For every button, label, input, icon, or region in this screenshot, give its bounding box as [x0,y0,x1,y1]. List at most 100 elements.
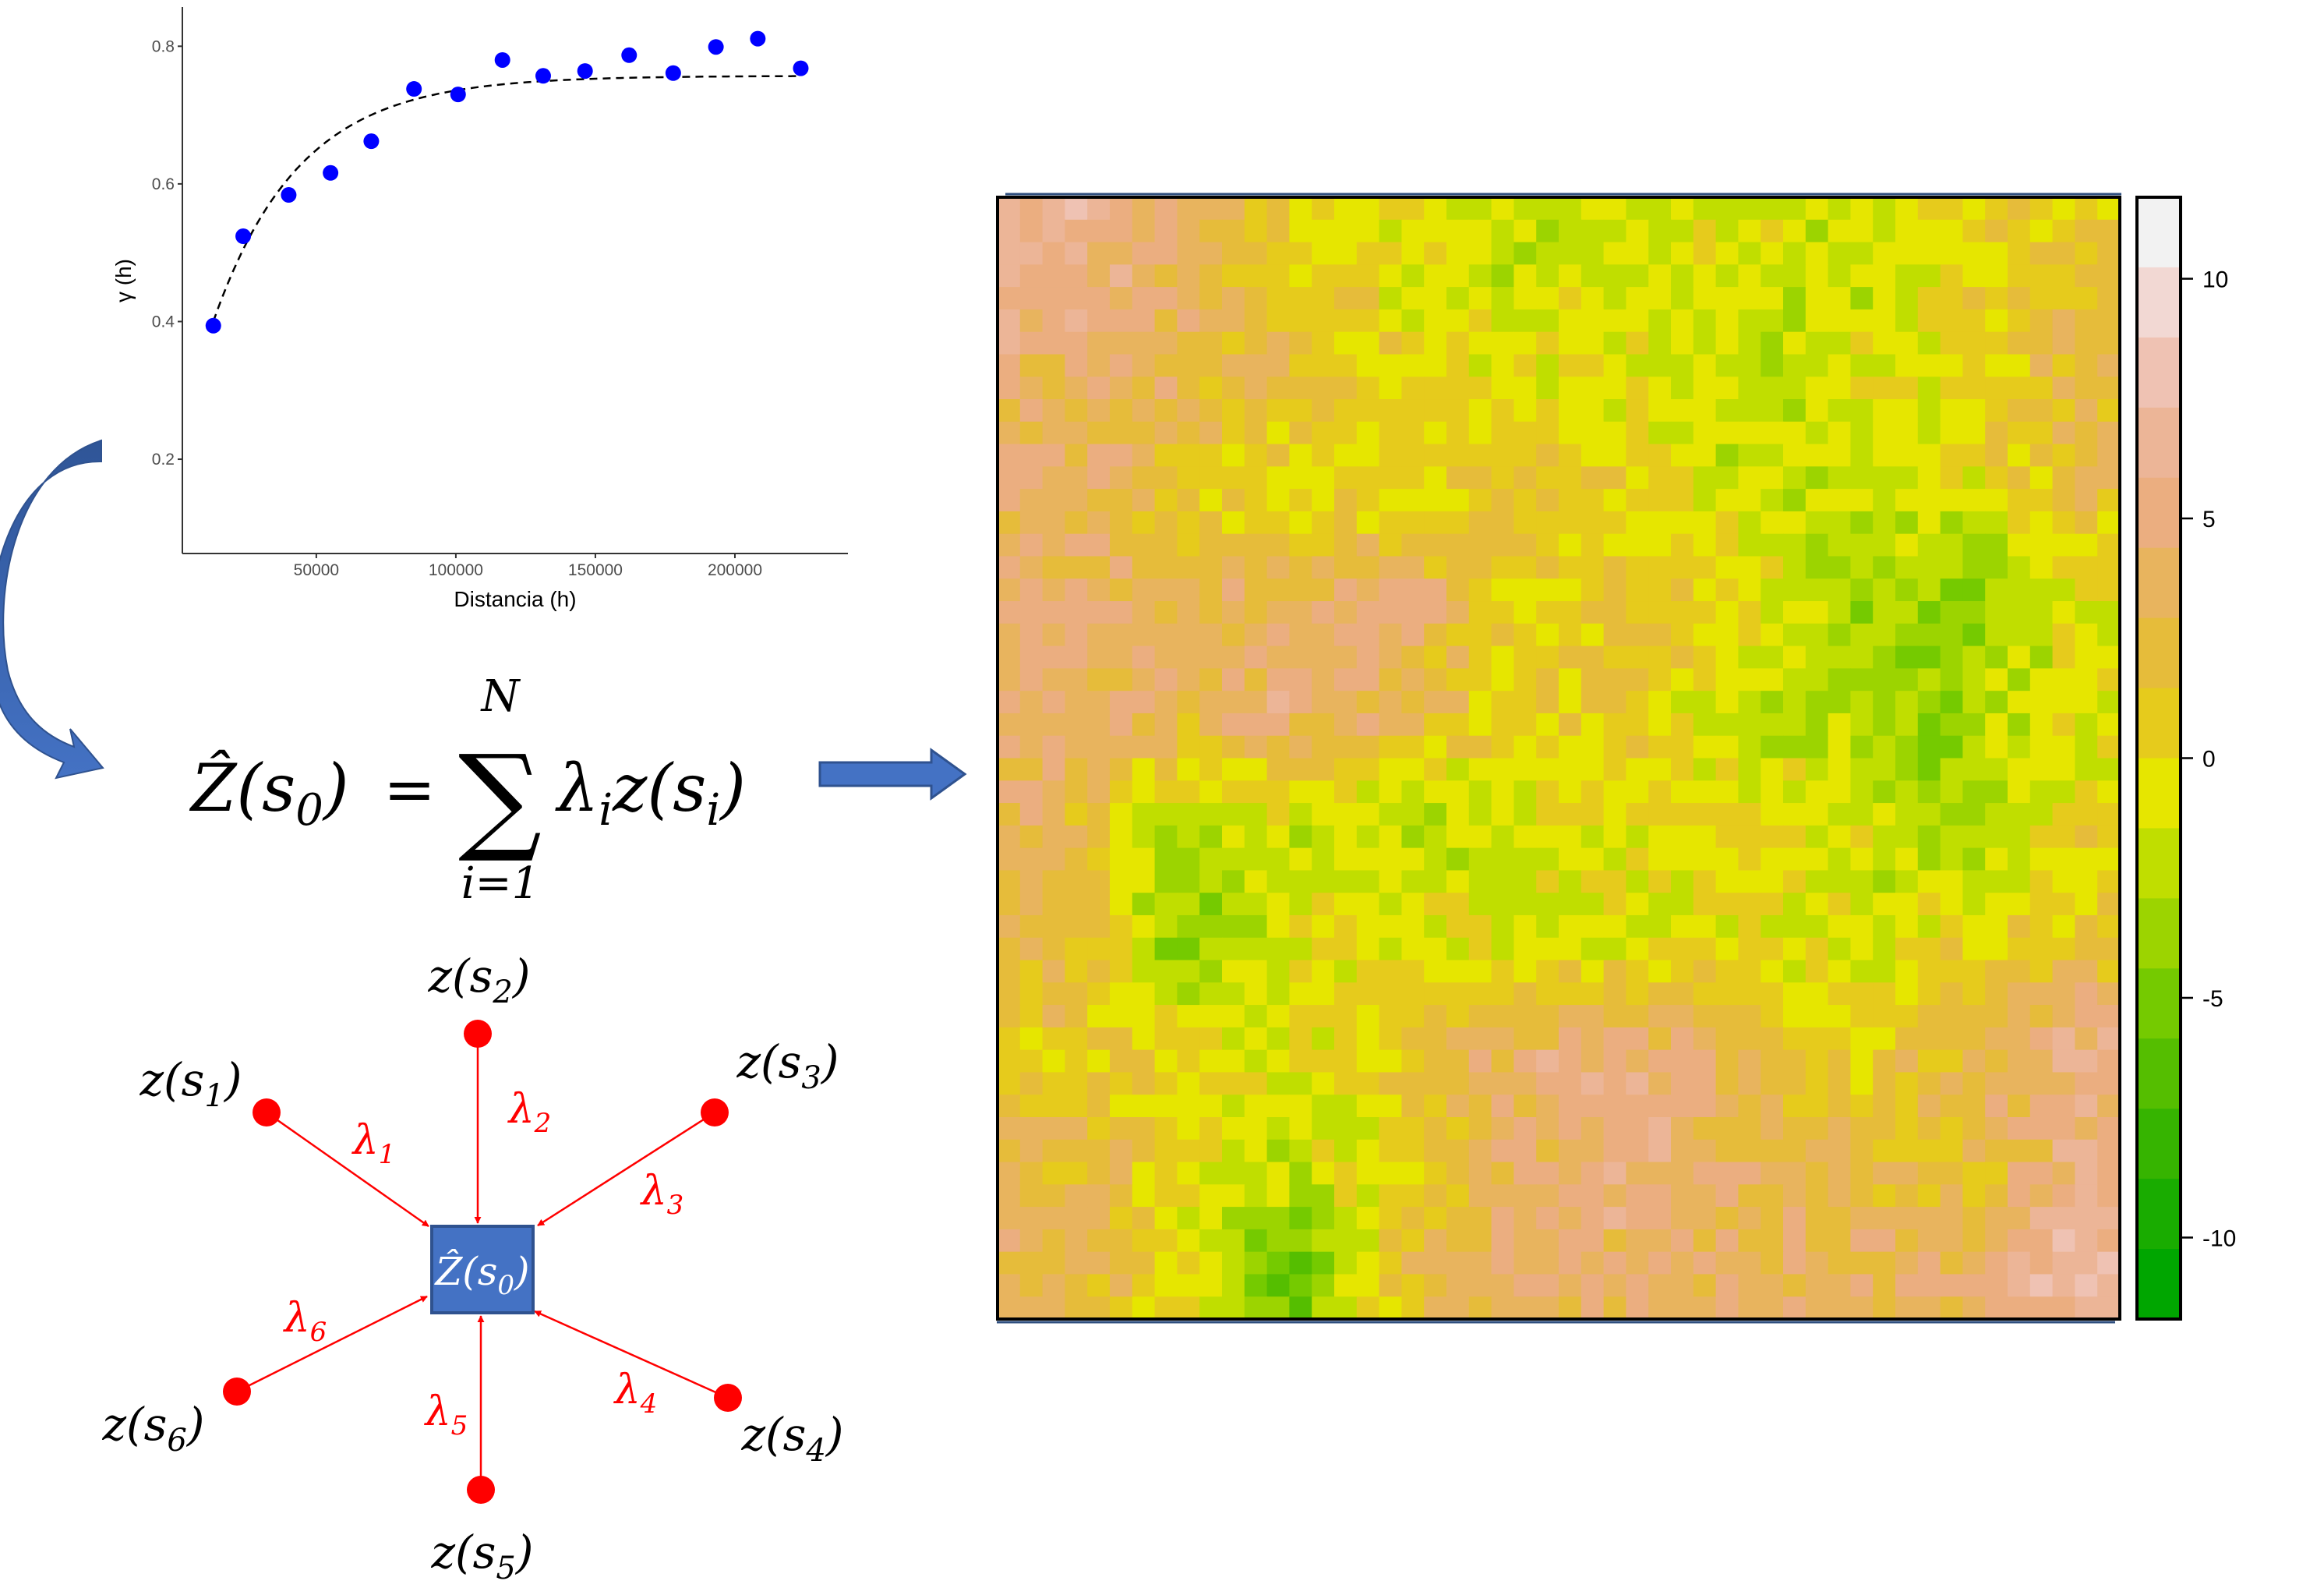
heatmap-cell [1603,377,1626,400]
heatmap-cell [1985,466,2008,490]
heatmap-cell [1738,287,1761,310]
heatmap-cell [1401,645,1425,669]
heatmap-cell [1356,1027,1380,1051]
heatmap-cell [1761,870,1784,893]
heatmap-cell [1648,264,1672,288]
heatmap-cell [1110,893,1133,916]
heatmap-cell [1312,713,1335,737]
heatmap-cell [1222,399,1245,423]
heatmap-cell [1424,893,1447,916]
heatmap-cell [1873,1184,1896,1208]
heatmap-cell [1446,219,1470,243]
heatmap-cell [1648,578,1672,602]
heatmap-cell [1962,735,1986,759]
heatmap-cell [1648,242,1672,265]
heatmap-cell [2052,197,2075,221]
heatmap-cell [1312,1072,1335,1095]
heatmap-cell [2075,1296,2098,1320]
heatmap-cell [1828,1027,1851,1051]
variogram-point [235,228,252,244]
heatmap-cell [1962,1229,1986,1253]
heatmap-cell [1783,533,1807,557]
heatmap-cell [1671,870,1694,893]
heatmap-cell [1334,399,1358,423]
heatmap-cell [1940,601,1963,624]
heatmap-cell [1266,219,1290,243]
heatmap-cell [2075,354,2098,377]
heatmap-cell [1334,377,1358,400]
heatmap-cell [1805,309,1829,333]
heatmap-cell [998,354,1021,377]
heatmap-cell [998,803,1021,826]
heatmap-cell [1783,1005,1807,1028]
heatmap-cell [998,1072,1021,1095]
heatmap-cell [1626,377,1649,400]
heatmap-cell [1446,354,1470,377]
heatmap-cell [1266,713,1290,737]
heatmap-cell [1222,242,1245,265]
heatmap-cell [1581,309,1605,333]
heatmap-cell [1424,1116,1447,1141]
heatmap-cell [1648,870,1672,893]
heatmap-cell [1468,511,1492,535]
heatmap-cell [1110,1139,1133,1163]
heatmap-cell [1581,758,1605,781]
heatmap-cell [1985,893,2008,916]
heatmap-cell [2097,870,2121,893]
heatmap-cell [1693,645,1717,669]
heatmap-cell [2008,960,2031,983]
heatmap-cell [1895,556,1919,579]
heatmap-cell [1019,758,1044,781]
heatmap-cell [1626,331,1649,355]
heatmap-cell [2052,870,2075,893]
heatmap-cell [1401,803,1425,826]
heatmap-cell [1042,803,1065,826]
heatmap-cell [1491,623,1514,647]
heatmap-cell [1917,489,1941,512]
heatmap-cell [1222,870,1245,893]
heatmap-cell [998,758,1021,781]
heatmap-cell [1401,489,1425,512]
heatmap-cell [1559,1274,1582,1297]
heatmap-cell [1468,444,1492,467]
heatmap-cell [1401,421,1425,445]
heatmap-cell [1446,758,1470,781]
heatmap-cell [1985,1139,2008,1163]
heatmap-cell [1110,870,1133,893]
heatmap-cell [1962,466,1986,490]
heatmap-cell [1940,893,1963,916]
heatmap-cell [1581,421,1605,445]
heatmap-cell [1671,219,1694,243]
heatmap-cell [1132,1229,1156,1253]
heatmap-cell [1379,1274,1402,1297]
heatmap-cell [1828,1274,1851,1297]
colorbar-band [2137,758,2181,829]
heatmap-cell [1873,377,1896,400]
heatmap-cell [1693,847,1717,871]
heatmap-cell [1693,1274,1717,1297]
heatmap-cell [1244,309,1268,333]
heatmap-cell [1559,1095,1582,1118]
heatmap-cell [1805,893,1829,916]
heatmap-cell [1266,309,1290,333]
heatmap-cell [1289,937,1312,961]
heatmap-cell [2052,893,2075,916]
heatmap-cell [1065,645,1088,669]
heatmap-cell [1312,511,1335,535]
heatmap-cell [1715,1251,1739,1275]
heatmap-cell [2052,1229,2075,1253]
heatmap-cell [1199,870,1223,893]
weight-symbol: λ [613,1367,641,1413]
heatmap-cell [1356,803,1380,826]
heatmap-cell [1805,466,1829,490]
heatmap-cell [998,1251,1021,1275]
heatmap-cell [1850,960,1874,983]
heatmap-cell [1850,1005,1874,1028]
heatmap-cell [1199,691,1223,714]
heatmap-cell [1581,668,1605,691]
heatmap-cell [1446,601,1470,624]
heatmap-cell [1289,1296,1312,1320]
heatmap-cell [1715,1229,1739,1253]
heatmap-cell [1559,578,1582,602]
heatmap-cell [1513,1251,1537,1275]
